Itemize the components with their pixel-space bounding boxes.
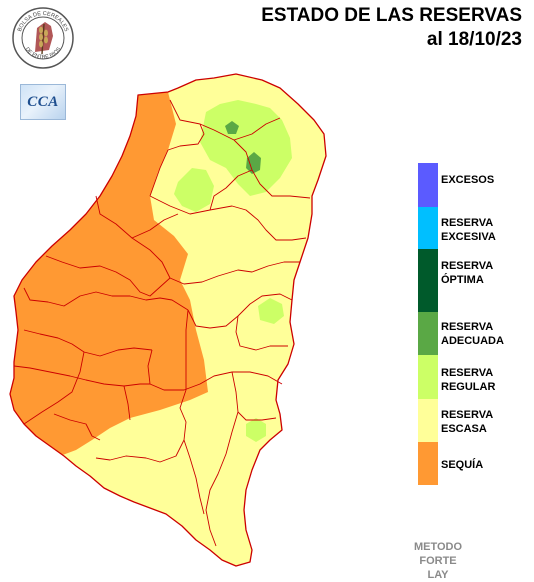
- method-label: METODO FORTE LAY: [413, 541, 463, 581]
- legend-item-excesos: EXCESOS: [418, 163, 518, 207]
- legend-item-optima: RESERVA ÓPTIMA: [418, 249, 518, 312]
- title-line-1: ESTADO DE LAS RESERVAS: [261, 5, 522, 26]
- zone-regular-center: [258, 298, 284, 324]
- legend-swatch-excesiva: [418, 207, 438, 249]
- zone-adecuada-1: [225, 121, 239, 134]
- zone-regular-north: [200, 100, 292, 196]
- cca-logo-text: CCA: [27, 93, 59, 110]
- legend-item-adecuada: RESERVA ADECUADA: [418, 312, 518, 355]
- legend-label-sequia: SEQUÍA: [441, 459, 484, 471]
- title-line-2: al 18/10/23: [426, 29, 522, 50]
- legend-label-excesiva: RESERVA EXCESIVA: [441, 217, 496, 243]
- legend-item-excesiva: RESERVA EXCESIVA: [418, 207, 518, 249]
- legend-swatch-regular: [418, 355, 438, 399]
- legend-swatch-optima: [418, 249, 438, 312]
- legend-label-optima: RESERVA ÓPTIMA: [441, 260, 494, 286]
- cca-logo: CCA: [20, 84, 66, 120]
- bolsa-cereales-logo: BOLSA DE CEREALES DE ENTRE RIOS: [12, 7, 74, 69]
- zone-regular-northwest: [174, 168, 214, 212]
- legend-swatch-sequia: [418, 442, 438, 485]
- legend-swatch-escasa: [418, 399, 438, 442]
- legend-label-excesos: EXCESOS: [441, 174, 495, 186]
- legend-swatch-excesos: [418, 163, 438, 207]
- legend-swatch-adecuada: [418, 312, 438, 355]
- map-title: ESTADO DE LAS RESERVAS al 18/10/23: [261, 4, 522, 52]
- department-borders: [13, 99, 311, 547]
- legend-item-sequia: SEQUÍA: [418, 442, 518, 485]
- legend-item-regular: RESERVA REGULAR: [418, 355, 518, 399]
- legend-label-escasa: RESERVA ESCASA: [441, 409, 494, 435]
- zone-adecuada-2: [246, 152, 261, 174]
- wheat-seal-icon: [35, 22, 53, 55]
- legend-item-escasa: RESERVA ESCASA: [418, 399, 518, 442]
- entre-rios-map: [9, 73, 327, 567]
- legend-label-regular: RESERVA REGULAR: [441, 367, 496, 393]
- zone-regular-south: [246, 418, 266, 442]
- legend-label-adecuada: RESERVA ADECUADA: [441, 321, 504, 347]
